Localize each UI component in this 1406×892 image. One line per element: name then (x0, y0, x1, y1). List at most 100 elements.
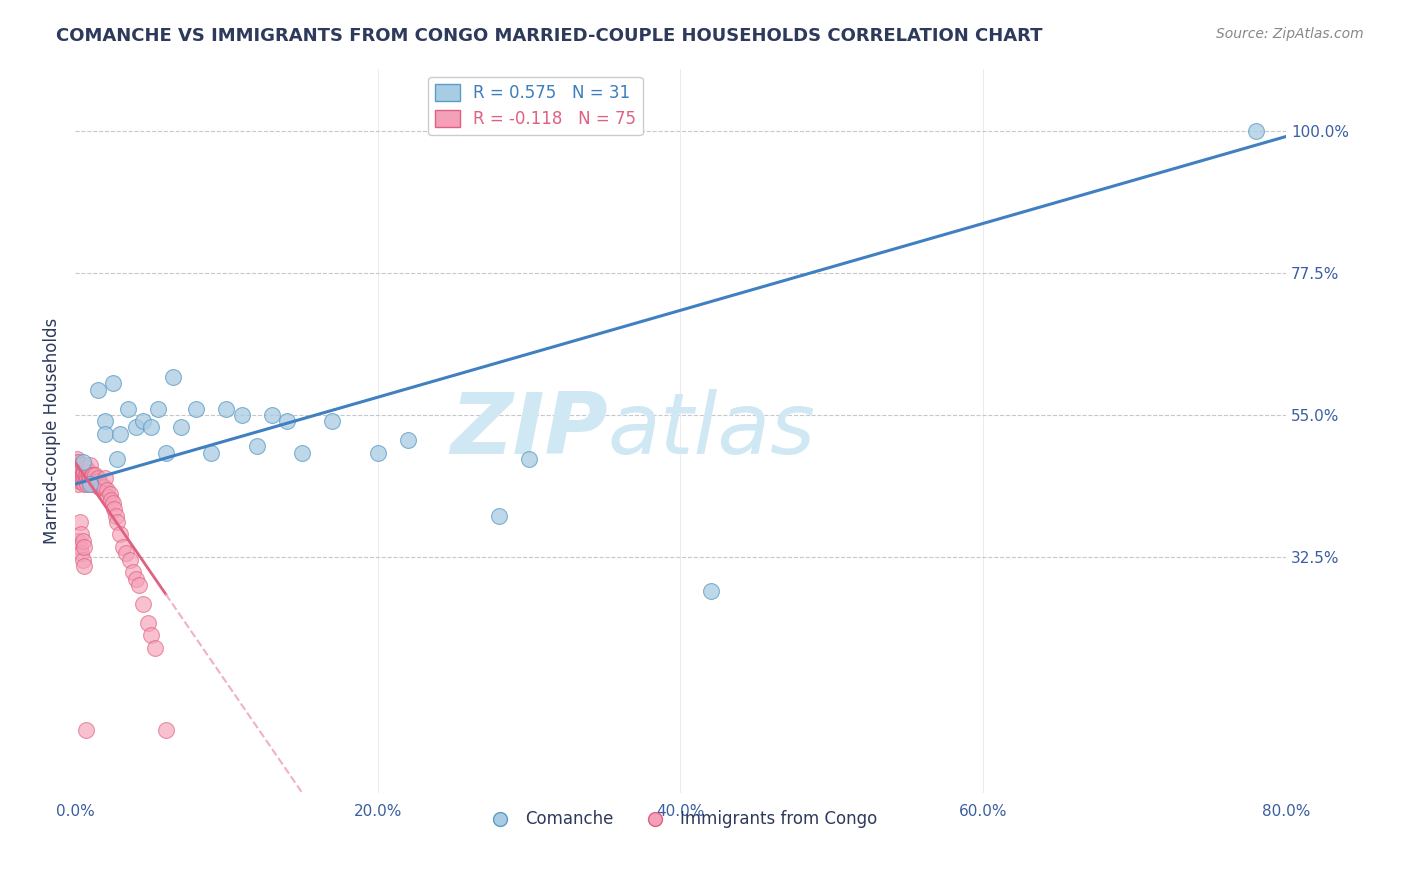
Point (170, 420, 193, 434)
Point (73, 465, 96, 479)
Point (86, 474, 108, 488)
Point (69, 467, 91, 482)
Point (231, 408, 253, 422)
Point (118, 552, 141, 566)
Point (70, 527, 93, 541)
Point (94, 426, 117, 441)
Point (200, 445, 222, 459)
Point (75, 461, 97, 475)
Point (82, 477, 104, 491)
Point (67, 471, 90, 485)
Point (70, 461, 93, 475)
Point (75, 723, 97, 737)
Text: COMANCHE VS IMMIGRANTS FROM CONGO MARRIED-COUPLE HOUSEHOLDS CORRELATION CHART: COMANCHE VS IMMIGRANTS FROM CONGO MARRIE… (56, 27, 1043, 45)
Point (94, 414, 117, 428)
Legend: Comanche, Immigrants from Congo: Comanche, Immigrants from Congo (477, 804, 884, 835)
Point (128, 578, 150, 592)
Point (91, 480, 114, 494)
Point (115, 546, 138, 560)
Point (70, 471, 93, 485)
Point (132, 414, 155, 428)
Point (75, 474, 97, 488)
Text: atlas: atlas (607, 389, 815, 472)
Text: Source: ZipAtlas.com: Source: ZipAtlas.com (1216, 27, 1364, 41)
Point (124, 572, 146, 586)
Point (77, 467, 100, 482)
Point (83, 467, 105, 482)
Point (77, 474, 100, 488)
Point (93, 480, 115, 494)
Point (65, 451, 87, 466)
Point (321, 414, 343, 428)
Point (94, 471, 117, 485)
Point (67, 533, 90, 548)
Point (69, 461, 91, 475)
Point (67, 461, 90, 475)
Y-axis label: Married-couple Households: Married-couple Households (44, 318, 60, 544)
Point (65, 474, 87, 488)
Point (162, 370, 184, 384)
Point (75, 467, 97, 482)
Point (121, 566, 143, 580)
Point (488, 508, 510, 523)
Point (105, 515, 128, 529)
Point (100, 492, 122, 507)
Point (101, 376, 124, 391)
Point (67, 455, 90, 469)
Point (260, 408, 283, 422)
Point (76, 465, 98, 479)
Point (246, 439, 269, 453)
Point (67, 467, 90, 482)
Point (83, 474, 105, 488)
Point (65, 465, 87, 479)
Point (65, 458, 87, 473)
Point (517, 451, 540, 466)
Point (80, 474, 103, 488)
Point (139, 628, 162, 642)
Point (148, 401, 170, 416)
Point (79, 458, 101, 473)
Point (700, 584, 723, 599)
Point (184, 401, 207, 416)
Point (86, 471, 108, 485)
Point (69, 515, 91, 529)
Point (70, 467, 93, 482)
Point (117, 401, 139, 416)
Point (76, 477, 98, 491)
Point (136, 615, 159, 630)
Point (103, 502, 125, 516)
Point (72, 467, 94, 482)
Point (73, 540, 96, 554)
Point (110, 527, 132, 541)
Point (132, 597, 155, 611)
Point (143, 640, 166, 655)
Point (112, 540, 135, 554)
Point (67, 477, 90, 491)
Point (72, 533, 94, 548)
Point (124, 420, 146, 434)
Point (101, 496, 124, 510)
Point (72, 465, 94, 479)
Point (76, 471, 98, 485)
Point (80, 467, 103, 482)
Point (89, 480, 111, 494)
Point (139, 420, 162, 434)
Point (72, 458, 94, 473)
Point (82, 467, 104, 482)
Point (73, 477, 96, 491)
Point (367, 445, 389, 459)
Point (73, 471, 96, 485)
Point (1244, 124, 1267, 138)
Point (65, 455, 87, 469)
Point (79, 477, 101, 491)
Point (105, 451, 128, 466)
Point (215, 401, 238, 416)
Point (72, 474, 94, 488)
Point (72, 455, 94, 469)
Point (73, 558, 96, 573)
Point (98, 486, 121, 500)
Point (69, 458, 91, 473)
Point (72, 552, 94, 566)
Point (79, 465, 101, 479)
Point (155, 723, 177, 737)
